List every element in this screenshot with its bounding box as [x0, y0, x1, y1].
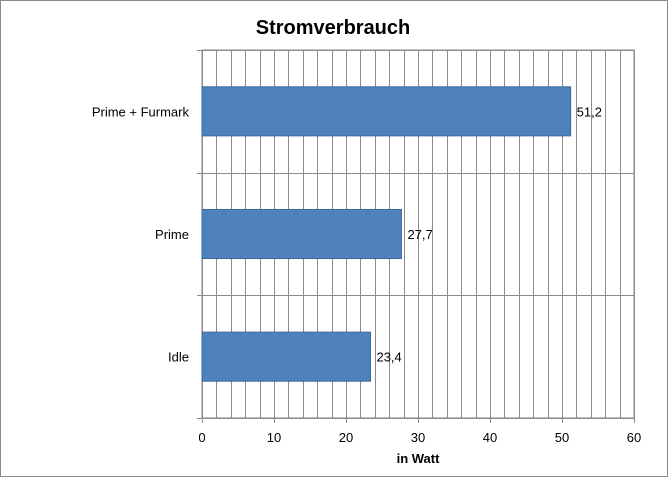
x-tick-label: 40: [483, 430, 497, 445]
x-tick-label: 50: [555, 430, 569, 445]
x-tick-label: 60: [627, 430, 641, 445]
data-labels: 51,2 27,7 23,4: [376, 104, 601, 364]
x-tick-label: 20: [339, 430, 353, 445]
bars: [201, 86, 572, 382]
category-label: Prime: [155, 227, 189, 242]
category-label: Prime + Furmark: [92, 104, 190, 119]
category-labels: Prime + Furmark Prime Idle: [92, 104, 190, 364]
x-tick-label: 10: [267, 430, 281, 445]
x-tick-label: 30: [411, 430, 425, 445]
data-label: 23,4: [376, 350, 401, 365]
chart-title: Stromverbrauch: [256, 17, 411, 39]
category-label: Idle: [168, 350, 189, 365]
bar: [201, 208, 402, 260]
data-label: 27,7: [407, 227, 432, 242]
data-label: 51,2: [577, 104, 602, 119]
x-axis-tick-labels: 0 10 20 30 40 50 60: [198, 430, 641, 445]
bar: [201, 86, 572, 137]
bar: [201, 331, 371, 382]
x-axis-title: in Watt: [397, 451, 441, 466]
x-tick-label: 0: [198, 430, 205, 445]
